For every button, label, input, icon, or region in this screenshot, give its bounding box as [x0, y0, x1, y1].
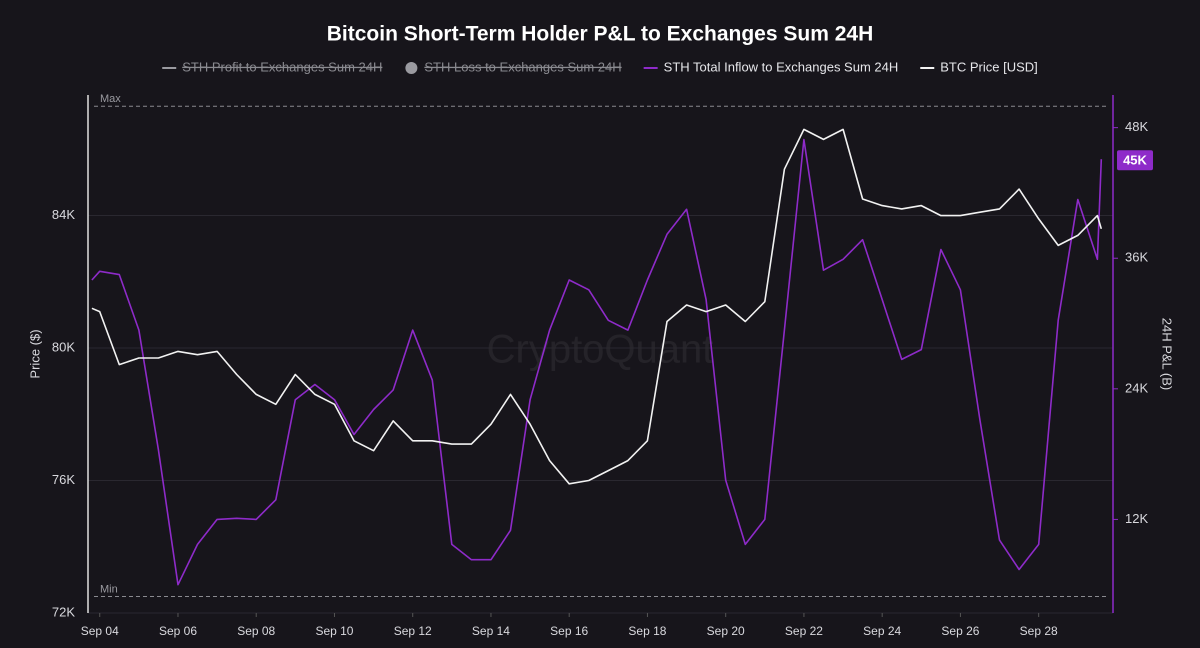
- y2-axis-title: 24H P&L (B): [1160, 318, 1175, 391]
- current-value-marker: [1117, 150, 1153, 171]
- reference-label: Max: [100, 93, 121, 105]
- legend-item: STH Profit to Exchanges Sum 24H: [162, 59, 382, 74]
- legend-label: BTC Price [USD]: [940, 59, 1038, 74]
- y-tick-label: 76K: [52, 472, 75, 487]
- x-tick-label: Sep 20: [707, 624, 745, 638]
- reference-label: Min: [100, 583, 118, 595]
- y-tick-label: 80K: [52, 339, 75, 354]
- legend-label: STH Profit to Exchanges Sum 24H: [182, 59, 382, 74]
- watermark: CryptoQuant: [487, 328, 714, 372]
- current-value-label: 45K: [1123, 153, 1147, 168]
- legend-item: STH Total Inflow to Exchanges Sum 24H: [643, 59, 899, 74]
- x-tick-label: Sep 12: [394, 624, 432, 638]
- legend: STH Profit to Exchanges Sum 24H STH Loss …: [162, 59, 1038, 74]
- x-tick-label: Sep 26: [941, 624, 979, 638]
- x-tick-label: Sep 28: [1020, 624, 1058, 638]
- legend-label: STH Loss to Exchanges Sum 24H: [424, 59, 621, 74]
- y-axis-title: Price ($): [27, 329, 42, 378]
- x-tick-label: Sep 22: [785, 624, 823, 638]
- series-line: [91, 128, 1103, 485]
- legend-item: STH Loss to Exchanges Sum 24H: [405, 59, 622, 74]
- y2-tick-label: 24K: [1125, 380, 1148, 395]
- x-tick-label: Sep 18: [628, 624, 666, 638]
- x-tick-label: Sep 08: [237, 624, 275, 638]
- series-line: [91, 138, 1103, 586]
- x-tick-label: Sep 24: [863, 624, 901, 638]
- y-tick-label: 84K: [52, 207, 75, 222]
- chart-title: Bitcoin Short-Term Holder P&L to Exchang…: [327, 23, 873, 46]
- y2-tick-label: 12K: [1125, 511, 1148, 526]
- legend-label: STH Total Inflow to Exchanges Sum 24H: [664, 59, 899, 74]
- x-tick-label: Sep 14: [472, 624, 510, 638]
- legend-item: BTC Price [USD]: [920, 59, 1038, 74]
- x-tick-label: Sep 10: [315, 624, 353, 638]
- y2-tick-label: 48K: [1125, 119, 1148, 134]
- y-tick-label: 72K: [52, 604, 75, 619]
- x-tick-label: Sep 16: [550, 624, 588, 638]
- legend-swatch: [405, 62, 418, 74]
- x-tick-label: Sep 04: [81, 624, 119, 638]
- y2-tick-label: 36K: [1125, 250, 1148, 265]
- x-tick-label: Sep 06: [159, 624, 197, 638]
